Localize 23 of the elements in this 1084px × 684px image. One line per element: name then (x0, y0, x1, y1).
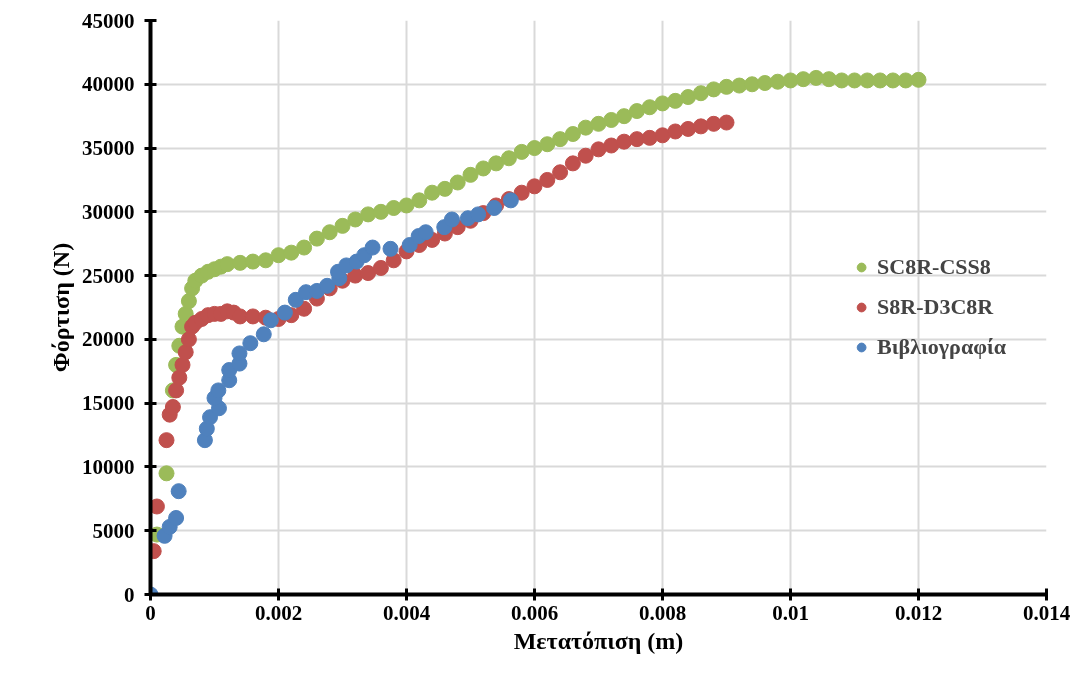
y-tick-label: 25000 (82, 263, 135, 288)
y-axis-title: Φόρτιση (N) (48, 242, 74, 373)
y-tick-label: 0 (124, 582, 135, 607)
legend-label: SC8R-CSS8 (877, 254, 991, 280)
y-tick-label: 10000 (82, 454, 135, 479)
x-axis-title: Μετατόπιση (m) (513, 627, 684, 654)
y-tick-label: 35000 (82, 136, 135, 161)
y-tick-label: 15000 (82, 391, 135, 416)
x-tick-label: 0.008 (638, 600, 687, 625)
legend-label: S8R-D3C8R (877, 294, 994, 320)
y-tick-label: 40000 (82, 72, 135, 97)
x-tick-label: 0.004 (382, 600, 431, 625)
x-tick-label: 0.012 (894, 600, 943, 625)
y-tick-label: 5000 (92, 518, 135, 543)
x-tick-label: 0.002 (254, 600, 303, 625)
x-tick-label: 0.014 (1022, 600, 1071, 625)
x-tick-label: 0.006 (510, 600, 559, 625)
y-tick-label: 30000 (82, 199, 135, 224)
y-tick-label: 45000 (82, 8, 135, 33)
x-tick-label: 0.01 (772, 600, 809, 625)
x-tick-label: 0 (145, 600, 156, 625)
legend-label: Βιβλιογραφία (877, 334, 1006, 360)
y-tick-label: 20000 (82, 327, 135, 352)
